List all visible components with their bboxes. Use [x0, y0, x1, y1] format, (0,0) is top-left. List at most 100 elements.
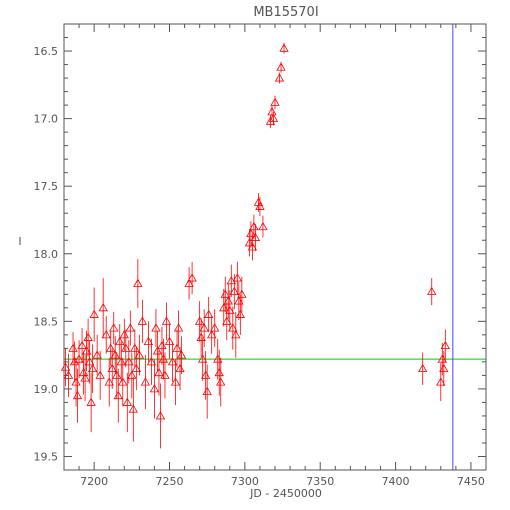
data-point: [104, 377, 114, 386]
data-point: [80, 373, 90, 382]
data-point: [427, 286, 437, 296]
data-point: [83, 332, 93, 341]
data-point: [232, 273, 243, 282]
data-point: [244, 238, 255, 247]
data-point: [152, 346, 163, 355]
data-point: [112, 370, 122, 379]
data-point: [213, 354, 223, 363]
data-point: [87, 363, 98, 373]
x-axis-label: JD - 2450000: [249, 487, 322, 500]
data-point: [194, 316, 205, 325]
data-point: [164, 336, 175, 346]
data-point: [439, 363, 449, 373]
data-point: [128, 404, 139, 413]
data-point: [176, 350, 187, 359]
data-point: [118, 377, 128, 386]
data-point: [250, 232, 261, 241]
data-point: [225, 305, 235, 314]
data-point: [155, 411, 166, 420]
data-point: [68, 343, 78, 352]
data-point: [124, 357, 134, 366]
data-point: [255, 201, 265, 210]
data-point: [173, 323, 184, 332]
data-point: [149, 384, 160, 393]
data-point: [95, 370, 105, 379]
data-point: [109, 323, 119, 332]
data-point: [216, 377, 226, 386]
data-point: [247, 242, 258, 251]
data-point: [130, 343, 140, 352]
y-tick-label: 17.0: [34, 113, 59, 126]
data-point: [158, 354, 169, 363]
data-point: [231, 330, 241, 339]
data-point: [237, 289, 247, 298]
x-tick-label: 7200: [80, 475, 108, 488]
data-point: [140, 377, 151, 386]
x-tick-label: 7400: [382, 475, 410, 488]
data-point: [115, 336, 125, 346]
data-point: [184, 278, 194, 287]
data-point: [74, 354, 84, 363]
data-point: [258, 221, 268, 231]
data-point: [131, 363, 142, 373]
data-point: [235, 309, 246, 318]
data-point: [157, 340, 167, 350]
data-point: [249, 221, 259, 231]
data-point: [167, 357, 178, 366]
data-point: [133, 278, 143, 287]
data-point: [170, 377, 181, 386]
data-point: [199, 323, 209, 332]
data-point: [119, 330, 129, 339]
data-point: [172, 343, 182, 352]
data-point: [276, 62, 286, 71]
y-tick-label: 19.0: [34, 383, 59, 396]
x-tick-label: 7350: [306, 475, 334, 488]
data-point: [234, 296, 244, 305]
data-point: [107, 363, 117, 373]
data-point: [146, 357, 157, 366]
plot-area: 7200 7250 7300 7350 7400 7450 16.5 17.0 17.5 18.0…: [34, 24, 486, 488]
data-point: [89, 309, 99, 318]
data-point: [122, 397, 132, 406]
data-point: [246, 228, 256, 237]
data-point: [229, 286, 239, 296]
y-tick-label: 18.0: [34, 248, 59, 261]
data-point: [81, 346, 92, 355]
data-point: [160, 370, 170, 379]
data-point: [127, 370, 137, 379]
y-tick-label: 18.5: [34, 315, 59, 328]
data-point: [222, 316, 232, 325]
data-point: [196, 332, 206, 341]
data-point: [137, 316, 148, 325]
x-tick-label: 7450: [457, 475, 485, 488]
data-point: [267, 107, 277, 116]
data-point: [63, 370, 74, 379]
data-point: [161, 316, 172, 325]
data-point: [106, 343, 116, 352]
data-point: [143, 336, 154, 346]
data-point: [72, 390, 83, 400]
data-point: [151, 323, 161, 332]
data-point: [154, 367, 164, 377]
data-point: [125, 323, 136, 332]
data-point: [219, 303, 229, 312]
data-point: [418, 363, 428, 373]
data-point: [84, 357, 95, 366]
data-point: [265, 116, 276, 125]
data-point: [210, 323, 220, 332]
y-tick-label: 16.5: [34, 45, 59, 58]
y-tick-label: 17.5: [34, 180, 59, 193]
y-axis-label: I: [18, 235, 21, 248]
data-point: [101, 330, 111, 339]
data-point: [121, 343, 131, 352]
data-point: [203, 309, 214, 318]
x-tick-label: 7300: [231, 475, 259, 488]
data-point: [202, 386, 212, 396]
data-point: [78, 367, 89, 377]
data-point: [223, 296, 233, 305]
data-point: [228, 323, 238, 332]
data-point: [279, 43, 289, 52]
data-point: [437, 354, 447, 363]
chart-title: MB15570I: [253, 5, 318, 20]
data-point: [69, 357, 80, 366]
